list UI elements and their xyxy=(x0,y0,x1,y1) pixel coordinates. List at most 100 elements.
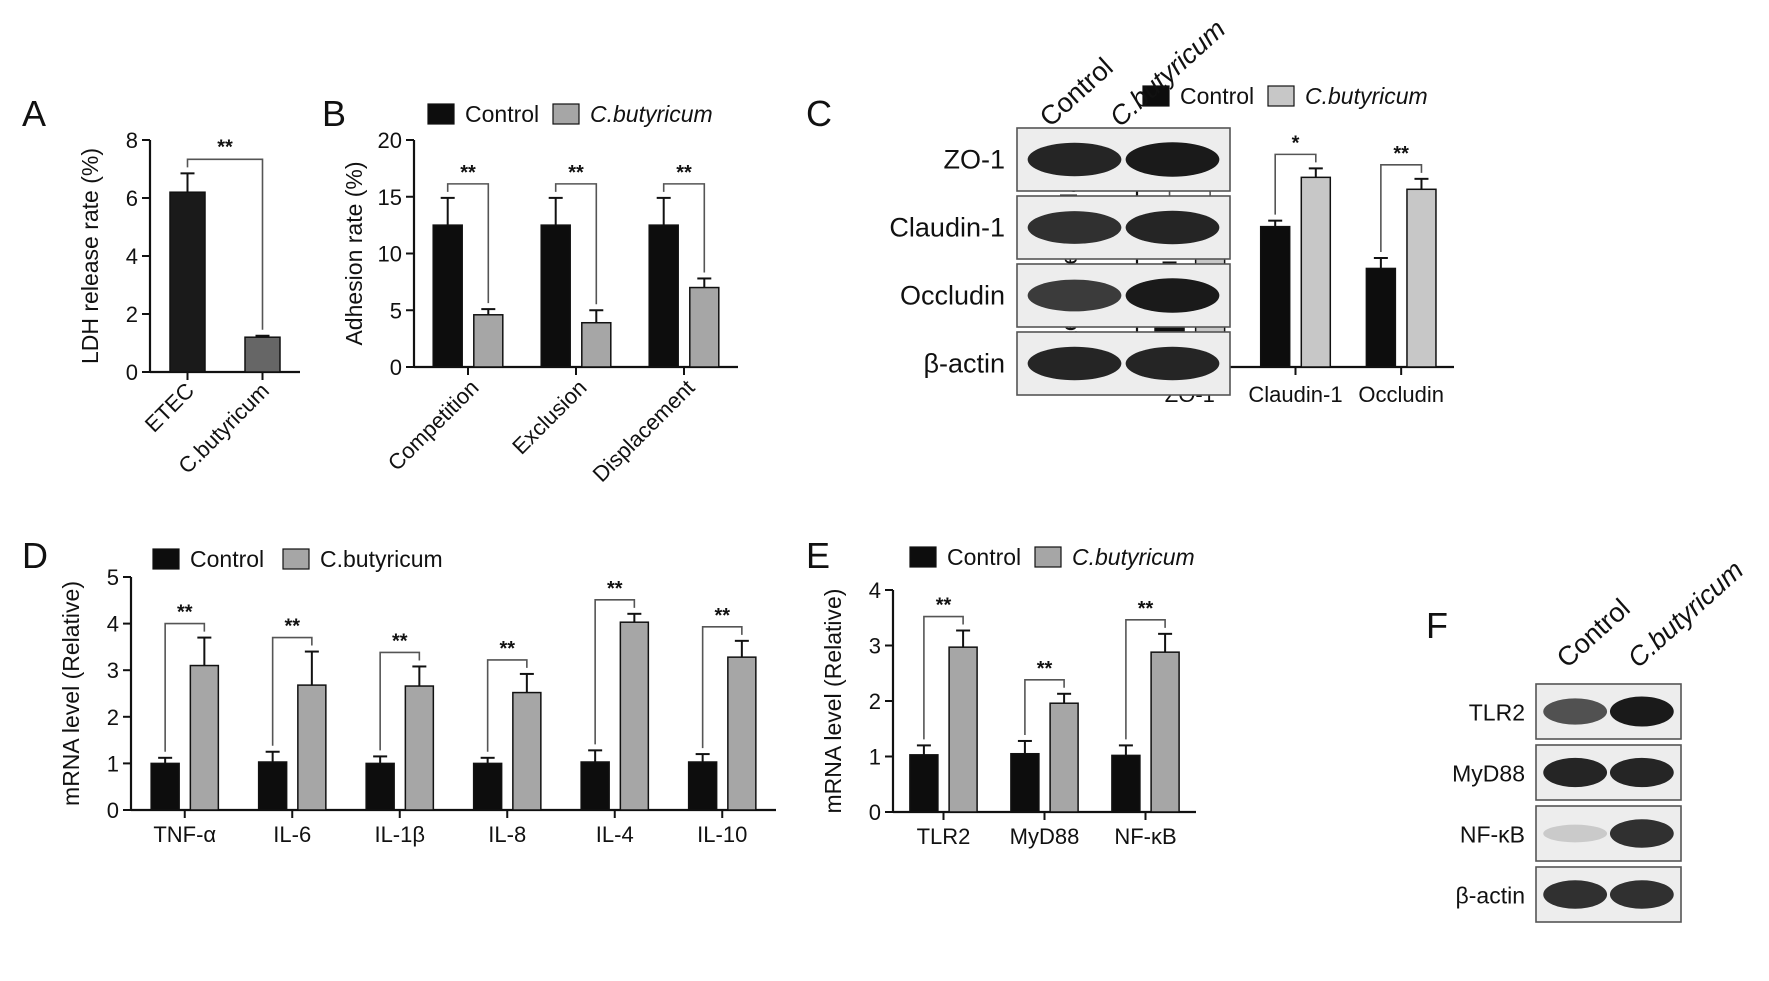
y-tick-label: 5 xyxy=(390,298,402,323)
significance-label: ** xyxy=(676,162,692,184)
blot-band xyxy=(1609,757,1674,788)
bar-control xyxy=(1259,225,1291,368)
panel-letter-b: B xyxy=(322,93,346,134)
bar-treatment xyxy=(619,621,650,811)
blot-row-label: Occludin xyxy=(900,281,1005,311)
bar-treatment xyxy=(689,286,720,368)
significance-label: ** xyxy=(499,638,515,660)
y-tick-label: 6 xyxy=(126,186,138,211)
blot-band xyxy=(1609,819,1674,848)
legend-label-treatment: C.butyricum xyxy=(590,101,713,127)
blot-row-label: ZO-1 xyxy=(943,145,1005,175)
blot-row-label: MyD88 xyxy=(1452,761,1525,787)
significance-bracket xyxy=(379,651,421,751)
bar-control xyxy=(1010,752,1040,813)
y-tick-label: 3 xyxy=(107,658,119,683)
legend-label-control: Control xyxy=(465,101,539,127)
blot-band xyxy=(1027,142,1122,177)
bar-control xyxy=(150,762,180,811)
bar-treatment xyxy=(581,321,612,368)
category-label: Claudin-1 xyxy=(1248,382,1342,407)
significance-bracket xyxy=(554,183,598,305)
y-tick-label: 2 xyxy=(869,689,881,714)
bar-control xyxy=(687,761,718,811)
lane-header: Control xyxy=(1034,52,1119,133)
y-tick-label: 4 xyxy=(107,612,119,637)
legend-label-control: Control xyxy=(190,546,264,572)
bar-treatment xyxy=(1300,176,1332,368)
y-tick-label: 4 xyxy=(869,578,881,603)
y-tick-label: 1 xyxy=(107,751,119,776)
bar-treatment xyxy=(189,664,220,811)
significance-label: * xyxy=(1292,132,1300,154)
panel-letter-e: E xyxy=(806,535,830,576)
bar-treatment xyxy=(297,684,327,811)
y-tick-label: 1 xyxy=(869,745,881,770)
bar-treatment xyxy=(727,656,757,811)
category-label: IL-10 xyxy=(697,822,747,847)
legend-label-treatment: C.butyricum xyxy=(1072,544,1195,570)
significance-bracket xyxy=(662,183,706,273)
significance-bracket xyxy=(1274,153,1317,215)
category-label: IL-6 xyxy=(273,822,311,847)
blot-row-label: Claudin-1 xyxy=(889,213,1005,243)
legend-swatch-treatment xyxy=(552,103,580,125)
y-tick-label: 2 xyxy=(126,302,138,327)
panel-letter-c: C xyxy=(806,93,832,134)
blot-band xyxy=(1543,698,1608,725)
blot-band xyxy=(1125,278,1220,313)
y-tick-label: 15 xyxy=(378,185,402,210)
blot-band xyxy=(1027,211,1122,244)
category-label: Occludin xyxy=(1358,382,1444,407)
category-label: IL-1β xyxy=(374,822,425,847)
blot-band xyxy=(1543,880,1608,909)
significance-label: ** xyxy=(1393,143,1409,165)
y-tick-label: 3 xyxy=(869,634,881,659)
legend-label-control: Control xyxy=(947,544,1021,570)
y-tick-label: 8 xyxy=(126,128,138,153)
blot-band xyxy=(1543,757,1608,788)
significance-label: ** xyxy=(607,578,623,600)
bar-control xyxy=(1111,754,1141,813)
blot-row-label: NF-κB xyxy=(1460,822,1525,848)
y-axis-label: mRNA level (Relative) xyxy=(820,589,846,814)
panel-letter-d: D xyxy=(22,535,48,576)
blot-row-label: β-actin xyxy=(923,349,1005,379)
significance-bracket xyxy=(271,636,313,746)
significance-label: ** xyxy=(568,162,584,184)
bar xyxy=(244,336,281,373)
category-label: IL-4 xyxy=(596,822,634,847)
blot-band xyxy=(1027,279,1122,312)
lane-header: C.butyricum xyxy=(1104,14,1231,133)
blot-row-label: β-actin xyxy=(1456,883,1525,909)
legend-swatch-control xyxy=(152,548,180,570)
legend-swatch-treatment xyxy=(1267,85,1295,107)
y-tick-label: 0 xyxy=(869,800,881,825)
y-tick-label: 0 xyxy=(390,355,402,380)
bar-treatment xyxy=(473,314,504,368)
y-tick-label: 4 xyxy=(126,244,138,269)
legend-swatch-treatment xyxy=(282,548,310,570)
significance-bracket xyxy=(446,183,490,304)
significance-bracket xyxy=(164,622,206,752)
significance-label: ** xyxy=(936,595,952,617)
bar-treatment xyxy=(404,685,435,811)
significance-bracket xyxy=(701,626,743,749)
legend-swatch-treatment xyxy=(1034,546,1062,568)
blot-band xyxy=(1543,824,1608,843)
y-tick-label: 20 xyxy=(378,128,402,153)
lane-header: Control xyxy=(1551,593,1636,674)
y-axis-label: LDH release rate (%) xyxy=(77,148,103,364)
category-label: ETEC xyxy=(140,378,199,437)
y-axis-label: mRNA level (Relative) xyxy=(58,581,84,806)
panel-letter-a: A xyxy=(22,93,46,134)
bar-treatment xyxy=(512,691,542,811)
significance-label: ** xyxy=(217,136,233,158)
significance-bracket xyxy=(594,599,636,745)
panel-d: D 0 1 2 3 4 5 mRNA level (Relative) TNF-α ** IL-6 *… xyxy=(22,535,776,847)
category-label: Displacement xyxy=(588,375,700,487)
